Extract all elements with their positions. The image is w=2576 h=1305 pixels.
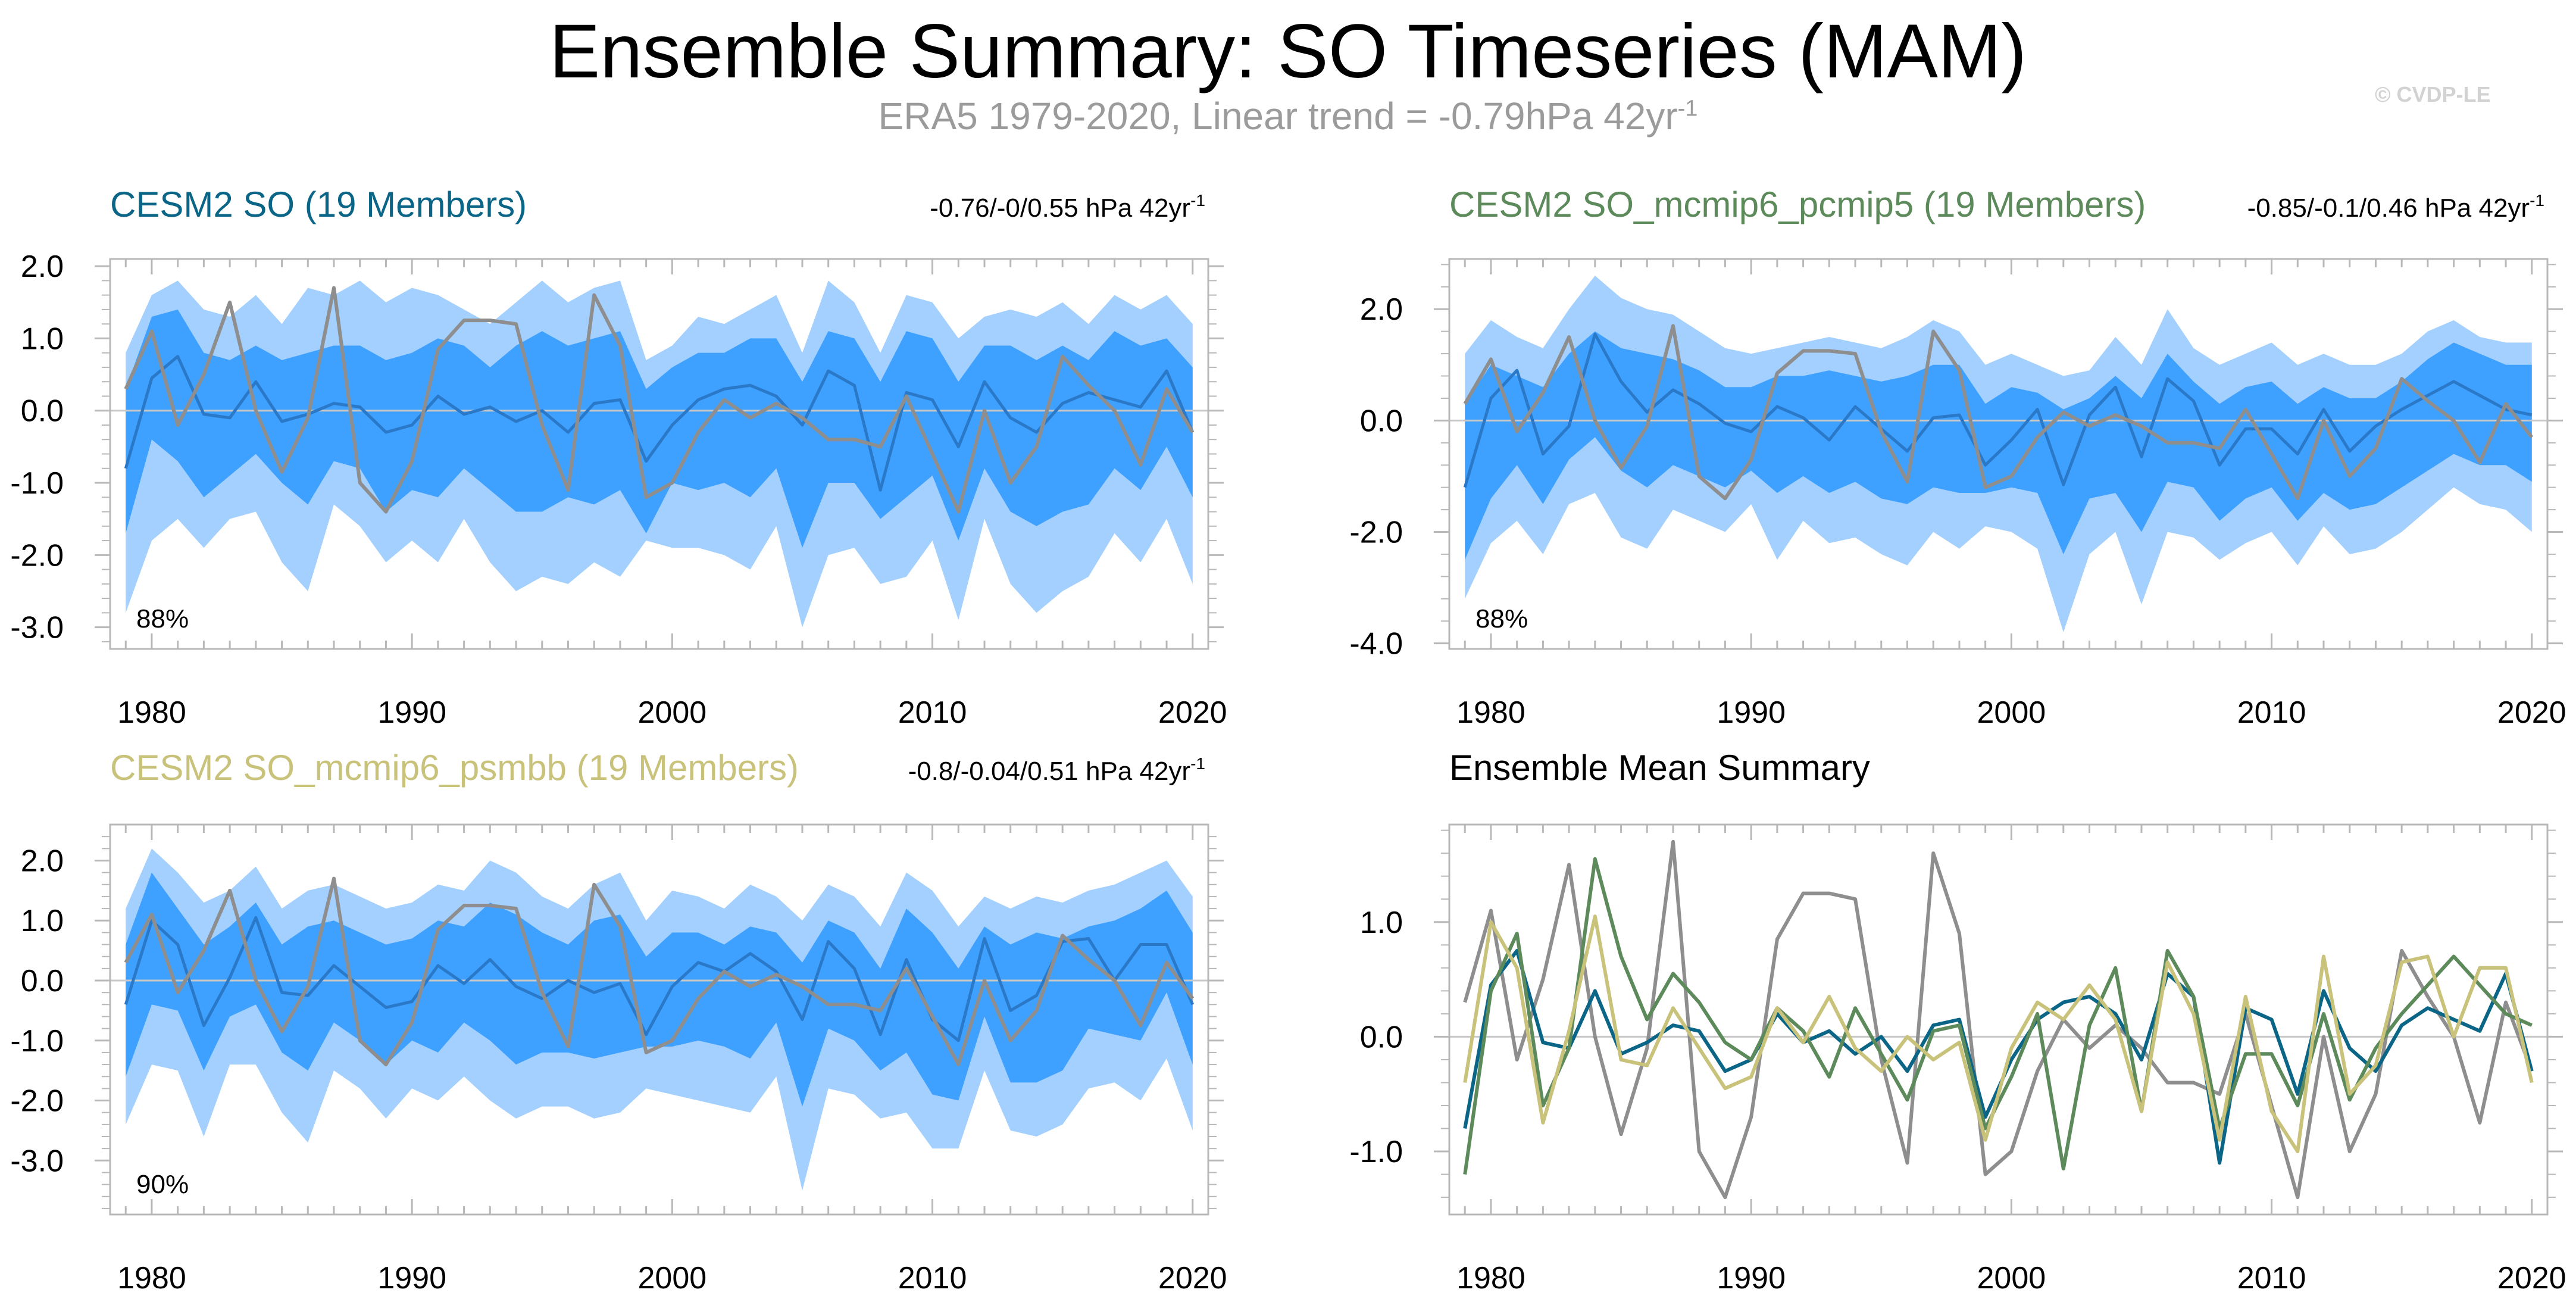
x-tick-label: 2020	[1158, 695, 1227, 730]
x-tick-label: 1980	[1456, 1261, 1525, 1295]
x-tick-label: 2020	[2497, 695, 2566, 730]
x-tick-label: 2010	[898, 1261, 967, 1295]
x-tick-label: 2020	[1158, 1261, 1227, 1295]
subtitle: ERA5 1979-2020, Linear trend = -0.79hPa …	[0, 94, 2576, 138]
y-tick-label: 1.0	[21, 904, 64, 938]
y-tick-label: -4.0	[1349, 627, 1403, 661]
panel-title: Ensemble Mean Summary	[1449, 748, 1870, 788]
series-line-1	[1463, 839, 2534, 1200]
spread-band-inner	[1465, 331, 2532, 560]
y-tick-label: -3.0	[10, 611, 64, 645]
trend-label: -0.76/-0/0.55 hPa 42yr-1	[930, 191, 1205, 223]
x-tick-label: 2000	[1977, 1261, 2046, 1295]
trend-label: -0.8/-0.04/0.51 hPa 42yr-1	[908, 754, 1205, 786]
x-tick-label: 1980	[117, 695, 186, 730]
y-tick-label: 2.0	[1360, 292, 1403, 327]
trend-superscript: -1	[1190, 191, 1205, 210]
panel-title: CESM2 SO_mcmip6_pcmip5 (19 Members)	[1449, 185, 2146, 224]
y-tick-label: -2.0	[10, 1084, 64, 1119]
trend-superscript: -1	[1190, 754, 1205, 773]
x-tick-label: 1980	[117, 1261, 186, 1295]
percent-label: 90%	[136, 1170, 189, 1199]
trend-text: -0.8/-0.04/0.51 hPa 42yr	[908, 757, 1191, 786]
main-title: Ensemble Summary: SO Timeseries (MAM)	[549, 9, 2027, 94]
observed-line	[124, 286, 1195, 514]
y-tick-label: 2.0	[21, 844, 64, 878]
y-tick-label: 1.0	[21, 321, 64, 356]
percent-label: 88%	[1475, 604, 1528, 633]
x-tick-label: 2010	[898, 695, 967, 730]
x-tick-label: 1990	[1717, 1261, 1786, 1295]
x-tick-label: 1980	[1456, 695, 1525, 730]
percent-label: 88%	[136, 604, 189, 633]
trend-label: -0.85/-0.1/0.46 hPa 42yr-1	[2247, 191, 2544, 223]
plot-frame	[1448, 823, 2549, 1216]
observed-line	[1463, 324, 2534, 501]
x-tick-label: 2020	[2497, 1261, 2566, 1295]
y-tick-label: 0.0	[21, 964, 64, 998]
subtitle-text: ERA5 1979-2020, Linear trend = -0.79hPa …	[878, 95, 1678, 138]
spread-band-inner	[126, 872, 1193, 1107]
y-tick-label: 0.0	[1360, 404, 1403, 438]
panel-title: CESM2 SO (19 Members)	[110, 185, 527, 224]
panel-title: CESM2 SO_mcmip6_psmbb (19 Members)	[110, 748, 799, 788]
x-tick-label: 2000	[1977, 695, 2046, 730]
y-tick-label: -2.0	[1349, 516, 1403, 550]
ensemble-mean-line	[124, 355, 1195, 492]
y-tick-label: 1.0	[1360, 906, 1403, 940]
x-tick-label: 2000	[638, 695, 707, 730]
y-tick-label: 2.0	[21, 249, 64, 284]
trend-text: -0.85/-0.1/0.46 hPa 42yr	[2247, 193, 2530, 223]
y-tick-label: 0.0	[1360, 1020, 1403, 1054]
trend-superscript: -1	[2530, 191, 2544, 210]
y-tick-label: -3.0	[10, 1144, 64, 1178]
trend-text: -0.76/-0/0.55 hPa 42yr	[930, 193, 1190, 223]
x-tick-label: 1990	[377, 695, 446, 730]
x-tick-label: 2010	[2237, 1261, 2306, 1295]
x-tick-label: 1990	[377, 1261, 446, 1295]
plot-frame	[1448, 258, 2549, 650]
x-tick-label: 1990	[1717, 695, 1786, 730]
y-tick-label: -2.0	[10, 538, 64, 573]
x-tick-label: 2000	[638, 1261, 707, 1295]
subtitle-superscript: -1	[1677, 96, 1698, 121]
series-line-4	[1463, 914, 2534, 1154]
chart-panel-4: Ensemble Mean Summary 1980 1990 2000 2010 202…	[1349, 748, 2566, 1295]
y-tick-label: -1.0	[10, 466, 64, 501]
observed-line	[124, 876, 1195, 1067]
spread-band-inner	[126, 309, 1193, 548]
watermark: © CVDP-LE	[2375, 82, 2491, 107]
x-tick-label: 2010	[2237, 695, 2306, 730]
ensemble-mean-line	[1463, 332, 2533, 488]
y-tick-label: -1.0	[10, 1024, 64, 1059]
y-tick-label: -1.0	[1349, 1135, 1403, 1169]
chart-panel-1: CESM2 SO (19 Members) -0.76/-0/0.55 hPa 4…	[10, 185, 1227, 730]
plot-frame	[109, 823, 1209, 1216]
y-tick-label: 0.0	[21, 394, 64, 429]
chart-panel-2: CESM2 SO_mcmip6_pcmip5 (19 Members) -0.85…	[1349, 185, 2566, 730]
chart-panel-3: CESM2 SO_mcmip6_psmbb (19 Members) -0.8/-…	[10, 748, 1227, 1295]
